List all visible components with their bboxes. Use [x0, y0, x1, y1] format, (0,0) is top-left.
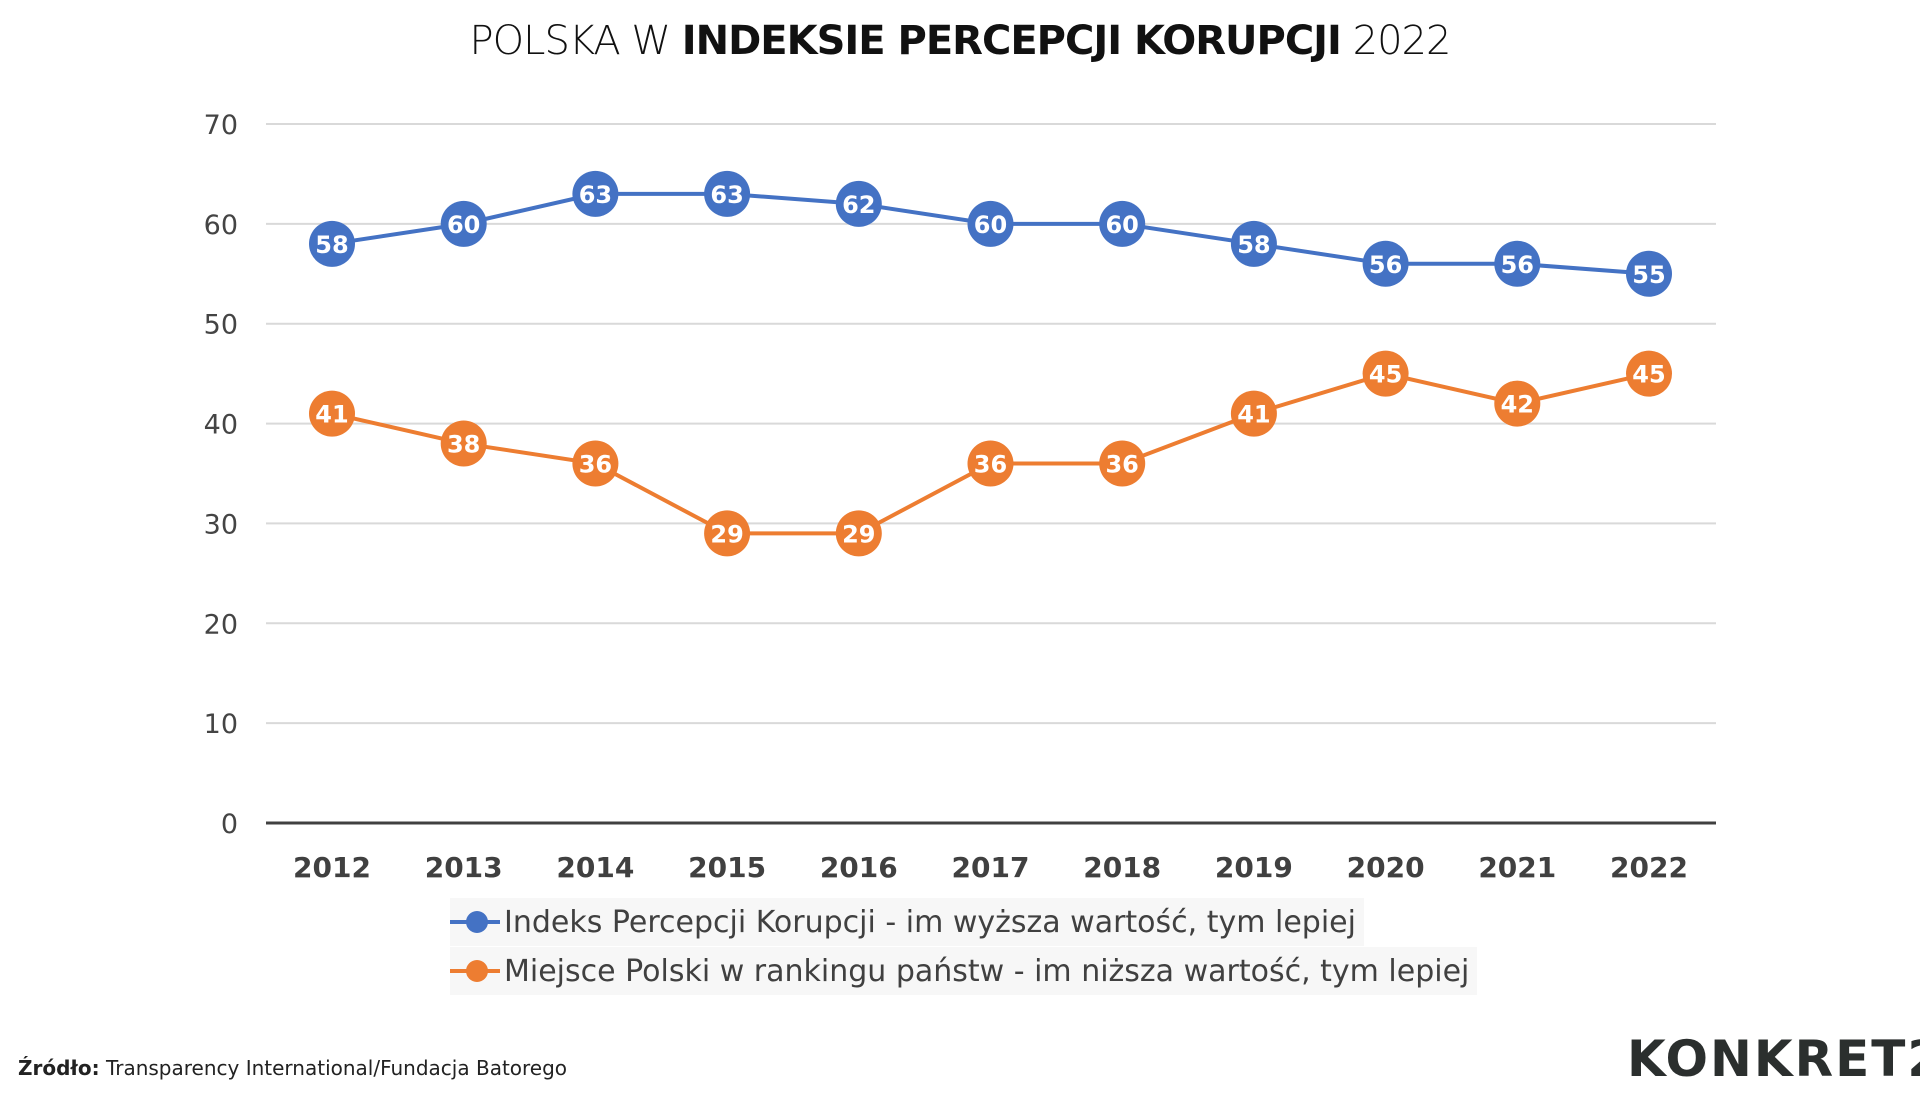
data-point	[1626, 350, 1672, 397]
data-label: 56	[1501, 251, 1534, 279]
source-text: Transparency International/Fundacja Bato…	[99, 1056, 568, 1080]
y-tick-label: 60	[204, 210, 238, 241]
title-suffix: 2022	[1340, 18, 1452, 64]
x-tick-label: 2012	[293, 851, 371, 884]
data-label: 41	[315, 401, 348, 429]
konkret24-logo: KONKRET24	[1627, 1030, 1920, 1088]
y-tick-label: 0	[221, 809, 238, 840]
data-label: 42	[1501, 391, 1534, 419]
data-point	[967, 440, 1014, 487]
data-point	[309, 390, 355, 437]
data-label: 45	[1369, 361, 1402, 389]
data-point	[1494, 240, 1541, 287]
x-tick-label: 2018	[1083, 851, 1161, 884]
data-point	[1494, 380, 1541, 427]
x-tick-label: 2015	[688, 851, 766, 884]
data-label: 58	[315, 231, 348, 259]
data-label: 41	[1237, 401, 1270, 429]
data-label: 55	[1632, 261, 1665, 289]
x-tick-label: 2017	[952, 851, 1030, 884]
data-point	[440, 420, 487, 467]
x-tick-label: 2020	[1347, 851, 1425, 884]
data-point	[1099, 440, 1146, 487]
data-label: 60	[974, 211, 1007, 239]
data-label: 36	[1105, 451, 1138, 479]
x-tick-label: 2014	[556, 851, 634, 884]
data-point	[704, 510, 751, 557]
y-tick-label: 30	[204, 509, 238, 540]
data-point	[309, 220, 355, 267]
data-point	[967, 200, 1014, 247]
legend-label: Miejsce Polski w rankingu państw - im ni…	[504, 953, 1470, 989]
data-label: 63	[579, 181, 612, 209]
y-tick-label: 50	[204, 310, 238, 341]
title-bold: INDEKSIE PERCEPCJI KORUPCJI	[681, 18, 1342, 64]
data-point	[572, 170, 619, 217]
data-label: 38	[447, 431, 480, 459]
data-point	[1362, 350, 1409, 397]
data-point	[1626, 250, 1672, 297]
data-point	[1099, 200, 1146, 247]
data-label: 60	[1105, 211, 1138, 239]
data-point	[835, 180, 882, 227]
source-label: Źródło:	[18, 1056, 100, 1080]
legend-marker-blue	[450, 911, 500, 933]
data-label: 56	[1369, 251, 1402, 279]
x-tick-label: 2022	[1610, 851, 1688, 884]
legend-label: Indeks Percepcji Korupcji - im wyższa wa…	[504, 904, 1356, 940]
data-label: 36	[579, 451, 612, 479]
x-tick-label: 2021	[1478, 851, 1556, 884]
data-point	[572, 440, 619, 487]
data-point	[704, 170, 751, 217]
legend-item-0: Indeks Percepcji Korupcji - im wyższa wa…	[450, 898, 1364, 946]
y-tick-label: 70	[204, 110, 238, 141]
data-point	[835, 510, 882, 557]
y-tick-label: 20	[204, 609, 238, 640]
data-label: 60	[447, 211, 480, 239]
data-label: 36	[974, 451, 1007, 479]
x-tick-label: 2016	[820, 851, 898, 884]
data-label: 29	[842, 520, 875, 548]
x-tick-label: 2019	[1215, 851, 1293, 884]
title-prefix: POLSKA W	[469, 18, 682, 64]
x-tick-label: 2013	[425, 851, 503, 884]
y-tick-label: 40	[204, 410, 238, 441]
legend-item-1: Miejsce Polski w rankingu państw - im ni…	[450, 947, 1478, 995]
data-label: 58	[1237, 231, 1270, 259]
chart-title: POLSKA W INDEKSIE PERCEPCJI KORUPCJI 202…	[0, 18, 1920, 64]
source-note: Źródło: Transparency International/Funda…	[18, 1056, 567, 1080]
data-label: 29	[710, 520, 743, 548]
data-point	[1230, 390, 1277, 437]
data-point	[440, 200, 487, 247]
legend-marker-orange	[450, 960, 500, 982]
data-label: 45	[1632, 361, 1665, 389]
y-tick-label: 10	[204, 709, 238, 740]
data-point	[1362, 240, 1409, 287]
data-point	[1230, 220, 1277, 267]
data-label: 62	[842, 191, 875, 219]
data-label: 63	[710, 181, 743, 209]
